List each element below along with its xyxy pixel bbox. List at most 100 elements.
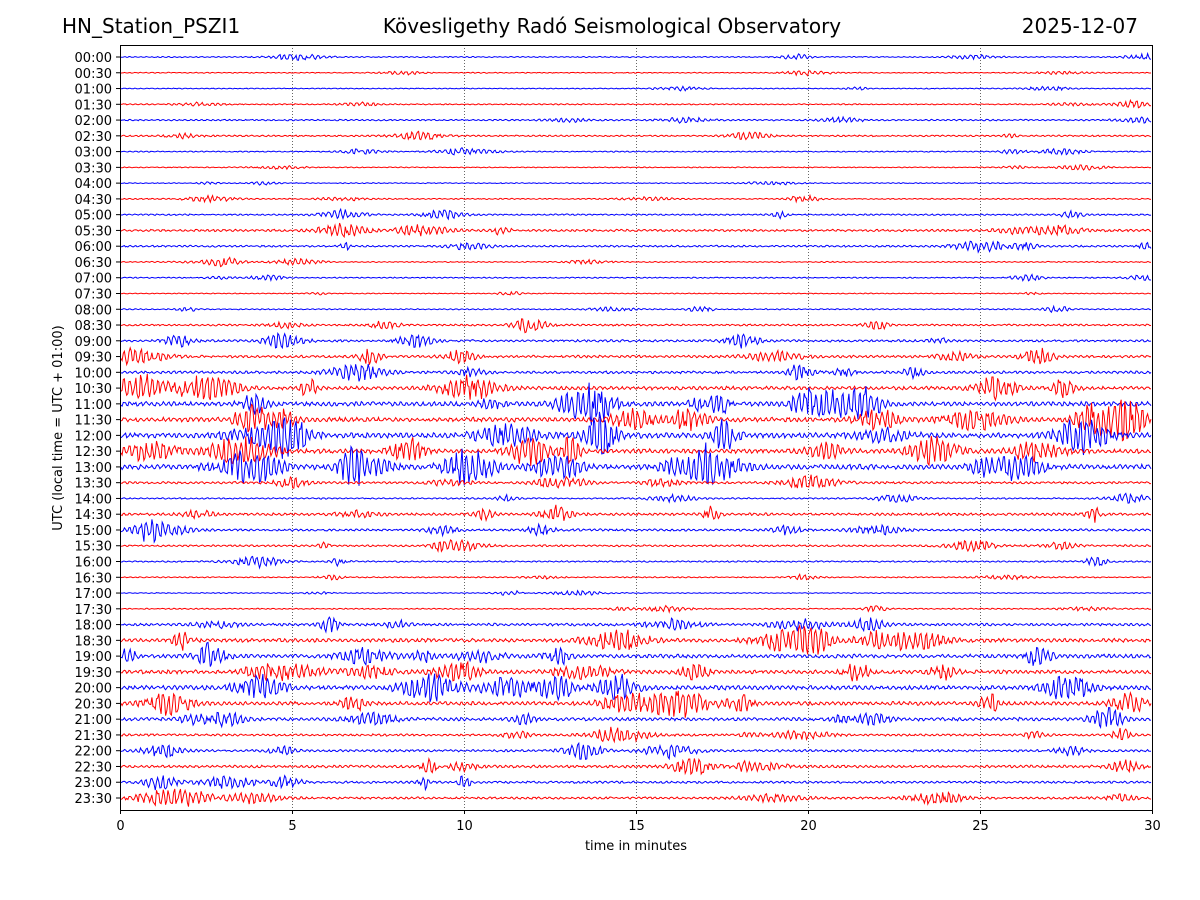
y-tick-label: 23:30	[75, 792, 112, 807]
trace-0300	[120, 146, 1152, 156]
y-tick-label: 04:00	[75, 177, 112, 192]
y-tick-label: 00:00	[75, 51, 112, 66]
trace-1100	[120, 382, 1152, 426]
x-tick-label: 0	[116, 819, 124, 834]
y-tick-label: 07:00	[75, 272, 112, 287]
trace-0530	[120, 222, 1152, 239]
trace-1730	[120, 604, 1152, 614]
y-tick-label: 06:00	[75, 240, 112, 255]
trace-1700	[121, 589, 1151, 596]
x-tick-label: 10	[456, 819, 473, 834]
trace-1530	[120, 538, 1152, 553]
y-tick-label: 03:00	[75, 146, 112, 161]
trace-2300	[120, 774, 1152, 792]
trace-0100	[120, 85, 1151, 92]
trace-2130	[120, 726, 1152, 744]
y-tick-label: 10:00	[75, 366, 112, 381]
station-title: HN_Station_PSZI1	[62, 14, 241, 38]
trace-1900	[120, 641, 1152, 667]
y-tick-label: 03:30	[75, 161, 112, 176]
chart-title: Kövesligethy Radó Seismological Observat…	[382, 14, 842, 38]
trace-0400	[120, 180, 1152, 186]
trace-1630	[120, 573, 1151, 581]
y-tick-label: 11:00	[75, 398, 112, 413]
x-tick-label: 20	[800, 819, 817, 834]
y-tick-label: 16:30	[75, 571, 112, 586]
y-tick-label: 12:00	[75, 429, 112, 444]
y-tick-label: 07:30	[75, 287, 112, 302]
trace-1830	[120, 623, 1152, 655]
y-tick-label: 05:30	[75, 224, 112, 239]
y-tick-label: 23:00	[75, 776, 112, 791]
trace-1230	[120, 436, 1151, 467]
y-tick-label: 12:30	[75, 445, 112, 460]
y-tick-label: 17:00	[75, 587, 112, 602]
trace-1300	[120, 442, 1152, 486]
trace-0730	[120, 290, 1152, 296]
y-tick-label: 15:00	[75, 524, 112, 539]
y-tick-label: 19:30	[75, 666, 112, 681]
trace-1200	[120, 411, 1152, 459]
y-tick-label: 13:30	[75, 477, 112, 492]
y-tick-label: 14:30	[75, 508, 112, 523]
trace-1500	[120, 519, 1152, 544]
trace-0800	[120, 304, 1151, 314]
y-tick-label: 06:30	[75, 256, 112, 271]
y-tick-label: 16:00	[75, 556, 112, 571]
trace-1400	[120, 492, 1152, 504]
trace-0700	[120, 273, 1152, 282]
trace-1430	[120, 504, 1152, 523]
y-tick-label: 10:30	[75, 382, 112, 397]
y-tick-label: 02:30	[75, 130, 112, 145]
y-tick-label: 04:30	[75, 193, 112, 208]
trace-2000	[121, 673, 1152, 703]
y-tick-label: 11:30	[75, 414, 112, 429]
y-tick-label: 01:30	[75, 98, 112, 113]
plot-frame	[120, 45, 1153, 811]
trace-0630	[120, 256, 1152, 268]
y-tick-label: 20:00	[75, 682, 112, 697]
x-tick-label: 15	[628, 819, 645, 834]
x-tick-label: 30	[1144, 819, 1161, 834]
y-tick-label: 08:30	[75, 319, 112, 334]
y-tick-label: 22:00	[75, 745, 112, 760]
trace-1600	[121, 555, 1152, 570]
y-tick-label: 09:00	[75, 335, 112, 350]
trace-0000	[120, 51, 1152, 61]
trace-2200	[120, 741, 1151, 761]
trace-0930	[120, 346, 1152, 367]
trace-1800	[120, 616, 1152, 634]
x-tick-label: 5	[288, 819, 296, 834]
x-tick-label: 25	[972, 819, 989, 834]
y-tick-label: 00:30	[75, 67, 112, 82]
trace-0900	[120, 331, 1152, 350]
trace-0500	[120, 207, 1152, 221]
y-tick-label: 17:30	[75, 603, 112, 618]
y-tick-label: 13:00	[75, 461, 112, 476]
y-tick-label: 02:00	[75, 114, 112, 129]
y-axis-label: UTC (local time = UTC + 01:00)	[51, 325, 66, 530]
y-tick-label: 01:00	[75, 83, 112, 98]
y-tick-label: 21:30	[75, 729, 112, 744]
trace-0330	[121, 164, 1152, 171]
y-tick-label: 20:30	[75, 697, 112, 712]
x-axis-label: time in minutes	[585, 839, 687, 854]
y-tick-label: 19:00	[75, 650, 112, 665]
y-tick-label: 05:00	[75, 209, 112, 224]
y-tick-label: 21:00	[75, 713, 112, 728]
date-title: 2025-12-07	[1021, 14, 1138, 38]
trace-1130	[120, 399, 1152, 442]
trace-1000	[120, 363, 1152, 382]
trace-2030	[120, 690, 1152, 718]
trace-2100	[120, 706, 1152, 729]
trace-0600	[120, 240, 1152, 254]
trace-1330	[121, 474, 1152, 489]
trace-0030	[120, 70, 1152, 77]
trace-0830	[120, 318, 1152, 334]
y-tick-label: 15:30	[75, 540, 112, 555]
y-tick-label: 18:30	[75, 634, 112, 649]
y-tick-label: 08:00	[75, 303, 112, 318]
trace-2330	[120, 788, 1152, 807]
trace-1030	[120, 373, 1151, 402]
